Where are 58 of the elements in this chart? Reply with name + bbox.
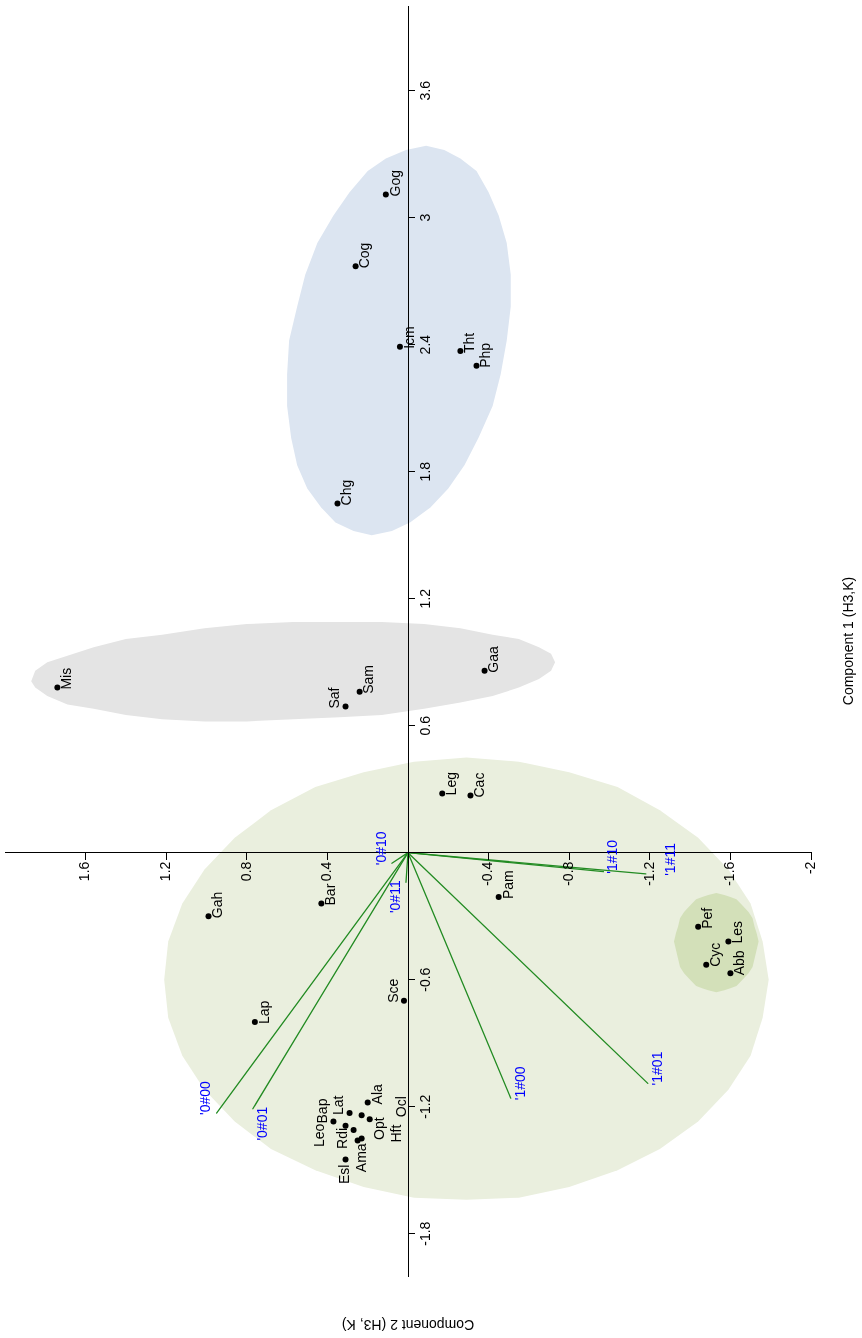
text: '1#01 <box>648 1051 665 1086</box>
annotation: Esl <box>336 1164 353 1185</box>
annotation: Lap <box>255 1000 272 1024</box>
annotation: Gaa <box>485 645 502 673</box>
text: '1#00 <box>511 1066 528 1101</box>
annotation: Php <box>477 342 494 368</box>
annotation: Bar <box>322 883 339 906</box>
annotation: Ama <box>352 1143 369 1173</box>
y-tick-label: 2.4 <box>416 334 433 355</box>
annotation: Cog <box>356 242 373 269</box>
annotation: Pam <box>499 870 516 900</box>
annotation: Ocl <box>392 1096 409 1118</box>
x-tick-label: -0.4 <box>479 861 496 886</box>
annotation: Mis <box>58 667 75 690</box>
annotation: Cac <box>471 772 488 798</box>
x-tick-label: 0.8 <box>237 861 254 882</box>
text: '0#00 <box>197 1080 214 1116</box>
x-tick-label: -2 <box>801 861 818 875</box>
y-axis-title: Component 1 (H3,K) <box>840 576 856 706</box>
text: '0#11 <box>386 880 403 914</box>
annotation: Gog <box>386 169 403 197</box>
x-tick-label: -1.6 <box>721 861 738 886</box>
annotation: Bap <box>314 1098 331 1124</box>
annotation: Leo <box>311 1123 328 1148</box>
annotation: Hft <box>388 1124 405 1143</box>
annotation: Opt <box>370 1117 387 1140</box>
y-tick-label: -1.2 <box>416 1094 433 1119</box>
y-tick-label: -1.8 <box>416 1221 433 1246</box>
text: '1#11 <box>661 842 678 876</box>
annotation: Ala <box>368 1083 385 1105</box>
annotation: Rdi <box>334 1127 351 1149</box>
y-tick-label: 3.6 <box>416 80 433 101</box>
annotation: Cyc <box>707 942 724 967</box>
annotation: Lat <box>330 1095 347 1116</box>
y-tick-label: -0.6 <box>416 967 433 992</box>
x-tick-label: 0.4 <box>318 861 335 882</box>
text: '0#10 <box>372 831 389 866</box>
annotation: Abb <box>731 950 748 976</box>
x-tick-label: 1.2 <box>157 861 174 882</box>
x-tick-label: 1.6 <box>76 861 93 882</box>
y-tick-label: 1.8 <box>416 461 433 482</box>
annotation: Saf <box>326 687 343 709</box>
annotation: Tht <box>461 332 478 354</box>
y-tick-label: 3 <box>416 213 433 222</box>
annotation: Sce <box>384 978 401 1003</box>
text: '0#01 <box>253 1106 270 1141</box>
x-tick-label: -0.8 <box>560 861 577 886</box>
x-axis-title: Component 2 (H3, K) <box>341 1317 475 1333</box>
annotation: Gah <box>209 891 226 919</box>
annotation: Sam <box>360 665 377 694</box>
y-tick-label: 1.2 <box>416 588 433 609</box>
annotation: Chg <box>338 479 355 506</box>
y-tick-label: 0.6 <box>416 715 433 736</box>
annotation: Pef <box>699 907 716 929</box>
x-tick-label: -1.2 <box>640 861 657 886</box>
annotation: Leg <box>443 772 460 796</box>
annotation: Les <box>729 920 746 944</box>
text: '1#10 <box>604 839 621 874</box>
